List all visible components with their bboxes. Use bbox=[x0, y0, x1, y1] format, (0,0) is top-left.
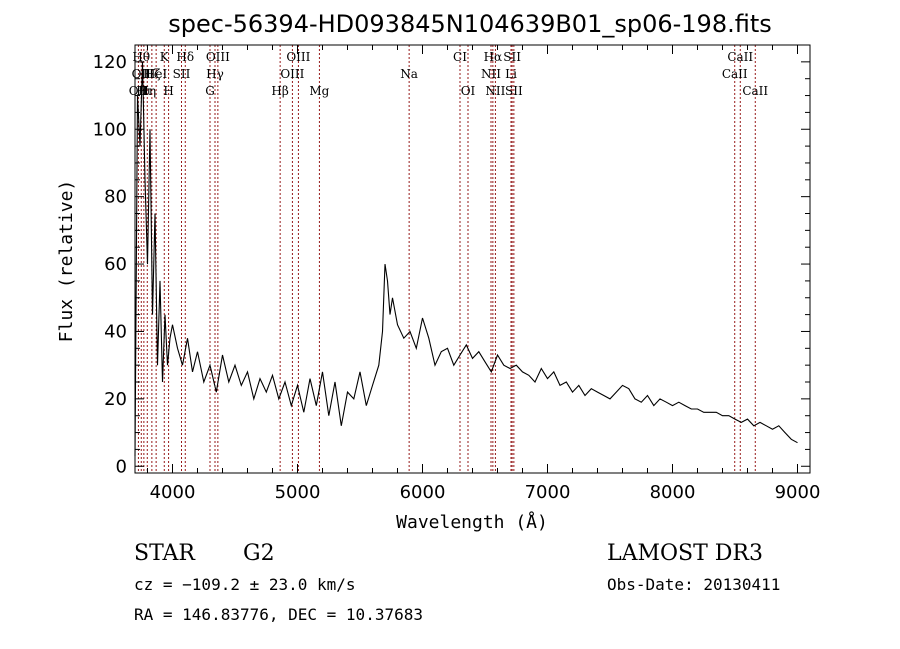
object-subclass: G2 bbox=[243, 541, 275, 566]
y-tick-label-2: 40 bbox=[104, 321, 127, 342]
chart-title: spec-56394-HD093845N104639B01_sp06-198.f… bbox=[168, 10, 772, 38]
x-tick-label-3: 7000 bbox=[525, 482, 571, 503]
y-tick-label-1: 20 bbox=[104, 389, 127, 410]
object-class: STAR bbox=[134, 541, 196, 566]
spectrum-series-line bbox=[134, 61, 798, 457]
line-label-20-0: NII bbox=[481, 67, 501, 81]
spectral-line-labels: OIIHθOIIHιHηHζHeIKHSIIHδGHγOIIIHβOIIIOII… bbox=[129, 50, 769, 98]
line-label-10-0: G bbox=[205, 84, 215, 98]
observation-date: Obs-Date: 20130411 bbox=[607, 575, 780, 594]
spectral-line-markers bbox=[137, 45, 756, 473]
line-label-21-0: Hα bbox=[484, 50, 503, 64]
x-axis-label: Wavelength (Å) bbox=[396, 511, 548, 533]
line-label-6-0: K bbox=[160, 50, 170, 64]
line-label-17-0: Na bbox=[400, 67, 418, 81]
line-label-23-0: Li bbox=[505, 67, 517, 81]
redshift-velocity: cz = −109.2 ± 23.0 km/s bbox=[134, 575, 356, 594]
line-label-5-0: HeI bbox=[145, 67, 168, 81]
line-label-22-0: NII bbox=[485, 84, 505, 98]
x-tick-label-0: 4000 bbox=[150, 482, 196, 503]
line-label-13-0: Hβ bbox=[271, 84, 288, 98]
line-label-15-0: OIII bbox=[286, 50, 310, 64]
x-axis-ticks: 4000 5000 6000 7000 8000 9000 bbox=[147, 45, 821, 503]
line-label-14-0: OIII bbox=[280, 67, 304, 81]
line-label-24-0: SII bbox=[503, 50, 521, 64]
line-label-1-0: Hθ bbox=[132, 50, 150, 64]
x-tick-label-1: 5000 bbox=[275, 482, 321, 503]
y-tick-label-5: 100 bbox=[93, 119, 127, 140]
plot-frame bbox=[134, 44, 811, 474]
line-label-11-0: Hγ bbox=[206, 67, 224, 81]
survey-name: LAMOST DR3 bbox=[607, 541, 763, 566]
line-label-25-0: SII bbox=[505, 84, 523, 98]
y-tick-label-6: 120 bbox=[93, 52, 127, 73]
y-tick-label-3: 60 bbox=[104, 254, 127, 275]
y-axis-ticks: 0 20 40 60 80 100 120 bbox=[93, 52, 810, 477]
y-axis-label: Flux (relative) bbox=[56, 180, 77, 343]
line-label-4-0: Hζ bbox=[143, 67, 160, 81]
y-tick-label-4: 80 bbox=[104, 187, 127, 208]
line-label-26-0: CaII bbox=[722, 67, 748, 81]
line-label-2-0: Hι bbox=[136, 84, 151, 98]
line-label-27-0: CaII bbox=[727, 50, 753, 64]
line-label-28-0: CaII bbox=[742, 84, 768, 98]
line-label-8-0: SII bbox=[173, 67, 191, 81]
line-label-12-0: OIII bbox=[206, 50, 230, 64]
x-tick-label-2: 6000 bbox=[400, 482, 446, 503]
line-label-16-0: Mg bbox=[309, 84, 329, 98]
line-label-9-0: Hδ bbox=[176, 50, 194, 64]
line-label-18-0: CI bbox=[453, 50, 467, 64]
line-label-1-1: OII bbox=[132, 67, 152, 81]
x-tick-label-4: 8000 bbox=[650, 482, 696, 503]
sky-coordinates: RA = 146.83776, DEC = 10.37683 bbox=[134, 605, 423, 624]
x-tick-label-5: 9000 bbox=[775, 482, 821, 503]
line-label-7-0: H bbox=[163, 84, 173, 98]
y-tick-label-0: 0 bbox=[116, 456, 127, 477]
line-label-19-0: OI bbox=[461, 84, 476, 98]
